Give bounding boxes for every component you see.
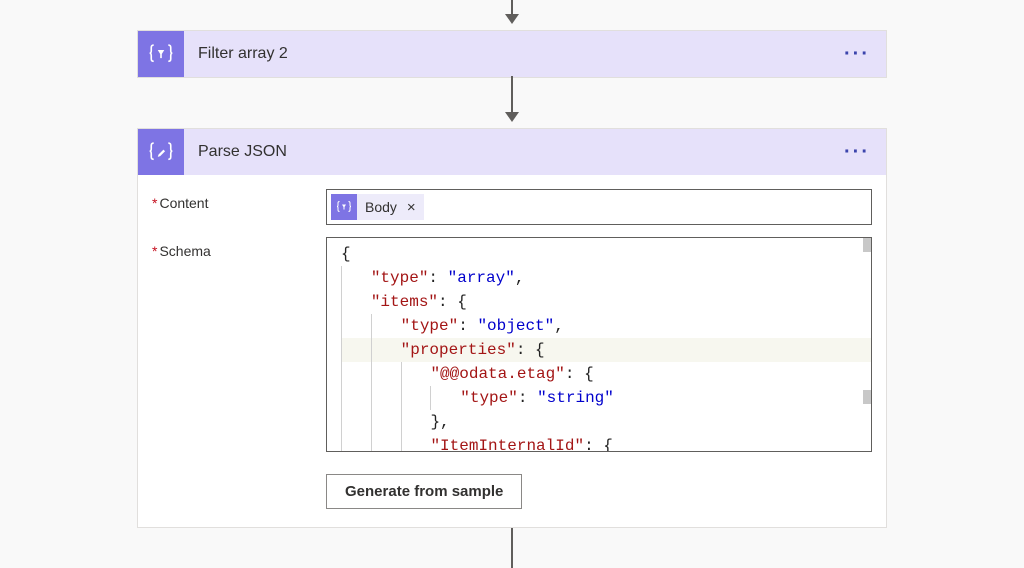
field-row-content: *Content Body (152, 189, 872, 225)
flow-arrow-mid (505, 76, 519, 122)
code-line: "type": "string" (341, 386, 871, 410)
code-line: "properties": { (341, 338, 871, 362)
action-card-parse-json[interactable]: Parse JSON ··· *Content (137, 128, 887, 528)
flow-arrow-top (505, 0, 519, 24)
card-menu-button[interactable]: ··· (828, 43, 886, 66)
card-header[interactable]: Filter array 2 ··· (138, 31, 886, 77)
code-line: "@@odata.etag": { (341, 362, 871, 386)
token-remove-button[interactable]: × (405, 199, 424, 216)
card-body: *Content Body (138, 175, 886, 527)
action-card-filter-array[interactable]: Filter array 2 ··· (137, 30, 887, 78)
flow-arrow-tail (511, 528, 513, 568)
content-input[interactable]: Body × (326, 189, 872, 225)
code-line: "ItemInternalId": { (341, 434, 871, 452)
code-line: "type": "object", (341, 314, 871, 338)
schema-editor[interactable]: { "type": "array", "items": { "type": "o… (326, 237, 872, 452)
code-line: "items": { (341, 290, 871, 314)
field-label: *Content (152, 189, 326, 211)
code-line: { (341, 242, 871, 266)
field-row-schema: *Schema { "type": "array", "items": { "t… (152, 237, 872, 452)
code-line: "type": "array", (341, 266, 871, 290)
code-line: }, (341, 410, 871, 434)
card-title: Parse JSON (184, 143, 828, 161)
card-header[interactable]: Parse JSON ··· (138, 129, 886, 175)
dynamic-content-token[interactable]: Body × (331, 194, 424, 220)
card-title: Filter array 2 (184, 45, 828, 63)
required-asterisk: * (152, 243, 157, 259)
braces-edit-icon (138, 129, 184, 175)
scrollbar-marker (863, 238, 871, 252)
braces-filter-icon (331, 194, 357, 220)
token-label: Body (357, 199, 405, 215)
braces-filter-icon (138, 31, 184, 77)
required-asterisk: * (152, 195, 157, 211)
scrollbar-marker (863, 390, 871, 404)
generate-from-sample-button[interactable]: Generate from sample (326, 474, 522, 509)
card-menu-button[interactable]: ··· (828, 141, 886, 164)
field-label: *Schema (152, 237, 326, 259)
